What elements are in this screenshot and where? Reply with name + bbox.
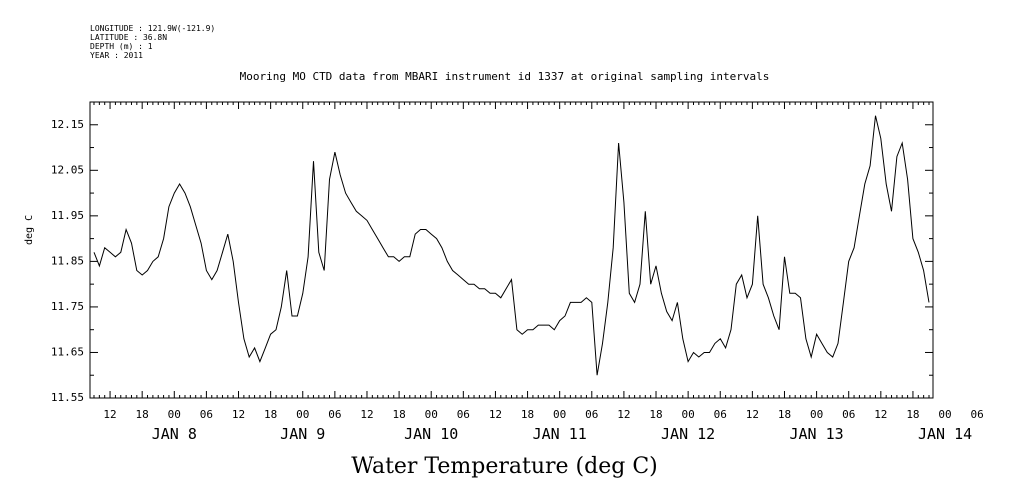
x-hour-label: 00 [938,408,951,421]
x-hour-label: 12 [232,408,245,421]
x-hour-label: 06 [457,408,470,421]
x-hour-label: 00 [425,408,438,421]
x-hour-label: 00 [682,408,695,421]
x-day-label: JAN 13 [790,425,844,443]
x-hour-label: 00 [810,408,823,421]
temperature-line [93,115,930,376]
x-hour-label: 18 [264,408,277,421]
x-hour-label: 06 [714,408,727,421]
y-tick-label: 12.15 [51,118,84,131]
x-hour-label: 12 [103,408,116,421]
series-layer [93,115,930,376]
x-day-label: JAN 10 [404,425,458,443]
x-day-label: JAN 12 [661,425,715,443]
x-hour-label: 18 [521,408,534,421]
x-hour-label: 06 [200,408,213,421]
x-hour-label: 12 [617,408,630,421]
x-day-label: JAN 11 [533,425,587,443]
year-label: YEAR : 2011 [90,51,143,60]
x-hour-label: 06 [971,408,984,421]
y-tick-label: 12.05 [51,163,84,176]
y-tick-label: 11.75 [51,300,84,313]
x-axis: 12 18 00 06 12 18 00 06 12 18 00 06 12 18 00 06 12 18 00 06… [93,102,984,443]
x-day-label: JAN 9 [280,425,325,443]
x-day-label: JAN 14 [918,425,972,443]
x-hour-label: 00 [553,408,566,421]
chart-title: Mooring MO CTD data from MBARI instrumen… [239,70,770,83]
plot-frame [89,101,934,399]
latitude-label: LATITUDE : 36.8N [90,33,168,42]
x-hour-label: 12 [746,408,759,421]
longitude-label: LONGITUDE : 121.9W(-121.9) [90,24,216,33]
x-hour-label: 12 [874,408,887,421]
y-tick-label: 11.65 [51,345,84,358]
x-hour-label: 12 [360,408,373,421]
y-tick-label: 11.85 [51,254,84,267]
x-hour-label: 18 [778,408,791,421]
x-day-label: JAN 8 [152,425,197,443]
x-hour-label: 18 [136,408,149,421]
x-hour-label: 06 [842,408,855,421]
x-hour-label: 00 [168,408,181,421]
x-axis-label: Water Temperature (deg C) [351,454,658,479]
x-hour-label: 06 [328,408,341,421]
depth-label: DEPTH (m) : 1 [90,42,153,51]
x-hour-label: 00 [296,408,309,421]
y-tick-label: 11.55 [51,391,84,404]
x-hour-label: 18 [392,408,405,421]
x-hour-label: 06 [585,408,598,421]
y-axis: 11.55 11.65 11.75 11.85 11.95 12.05 12.15 [51,118,933,404]
x-hour-label: 18 [649,408,662,421]
y-tick-label: 11.95 [51,209,84,222]
x-hour-label: 12 [489,408,502,421]
x-hour-label: 18 [906,408,919,421]
